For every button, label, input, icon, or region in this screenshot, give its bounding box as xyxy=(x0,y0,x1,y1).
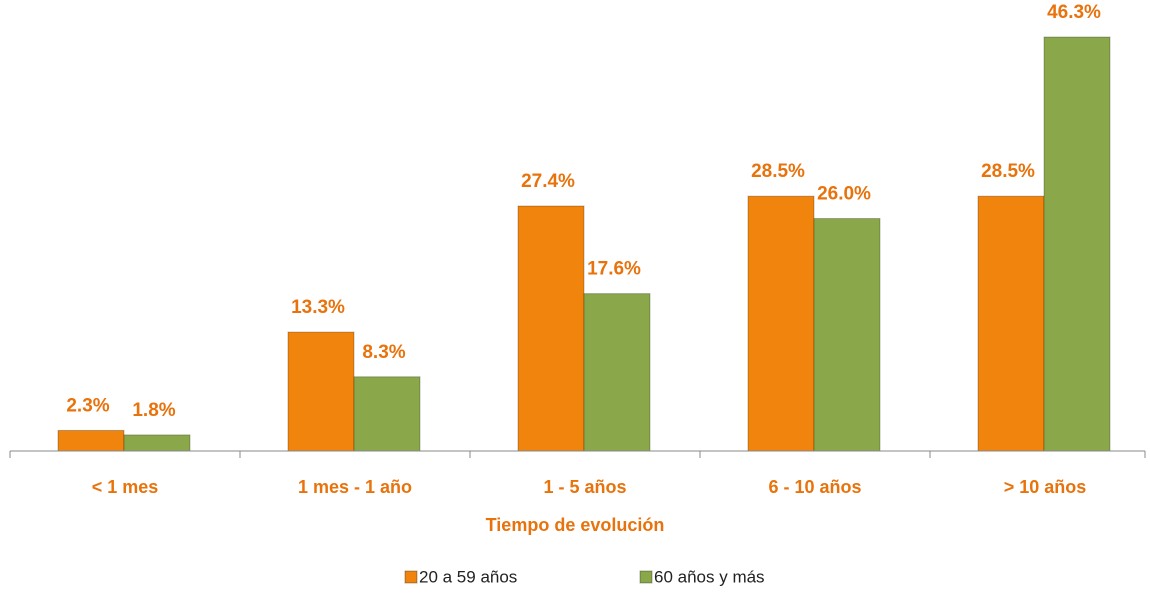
data-label: 27.4% xyxy=(521,171,575,192)
bar xyxy=(57,429,125,452)
x-tick-label: 6 - 10 años xyxy=(768,477,861,497)
data-label: 46.3% xyxy=(1047,2,1101,23)
x-tick-label: 1 - 5 años xyxy=(543,477,626,497)
x-tick-label: > 10 años xyxy=(1004,477,1087,497)
legend-label: 20 a 59 años xyxy=(419,567,517,586)
x-tick-label: < 1 mes xyxy=(92,477,159,497)
bar xyxy=(747,195,815,452)
bar xyxy=(287,331,355,452)
bar xyxy=(353,376,421,452)
data-label: 1.8% xyxy=(132,400,175,421)
x-axis-title: Tiempo de evolución xyxy=(486,515,665,535)
legend-swatch xyxy=(639,570,653,584)
data-label: 8.3% xyxy=(362,342,405,363)
legend-label: 60 años y más xyxy=(654,567,765,586)
bar xyxy=(517,205,585,452)
data-label: 17.6% xyxy=(587,259,641,280)
bar xyxy=(583,293,651,452)
bar xyxy=(977,195,1045,452)
data-label: 2.3% xyxy=(66,395,109,416)
data-label: 26.0% xyxy=(817,184,871,205)
data-label: 28.5% xyxy=(981,161,1035,182)
x-tick-label: 1 mes - 1 año xyxy=(298,477,412,497)
data-label: 28.5% xyxy=(751,161,805,182)
bar xyxy=(813,218,881,452)
bar xyxy=(1043,36,1111,452)
data-label: 13.3% xyxy=(291,297,345,318)
legend-swatch xyxy=(404,570,418,584)
bar xyxy=(123,434,191,452)
